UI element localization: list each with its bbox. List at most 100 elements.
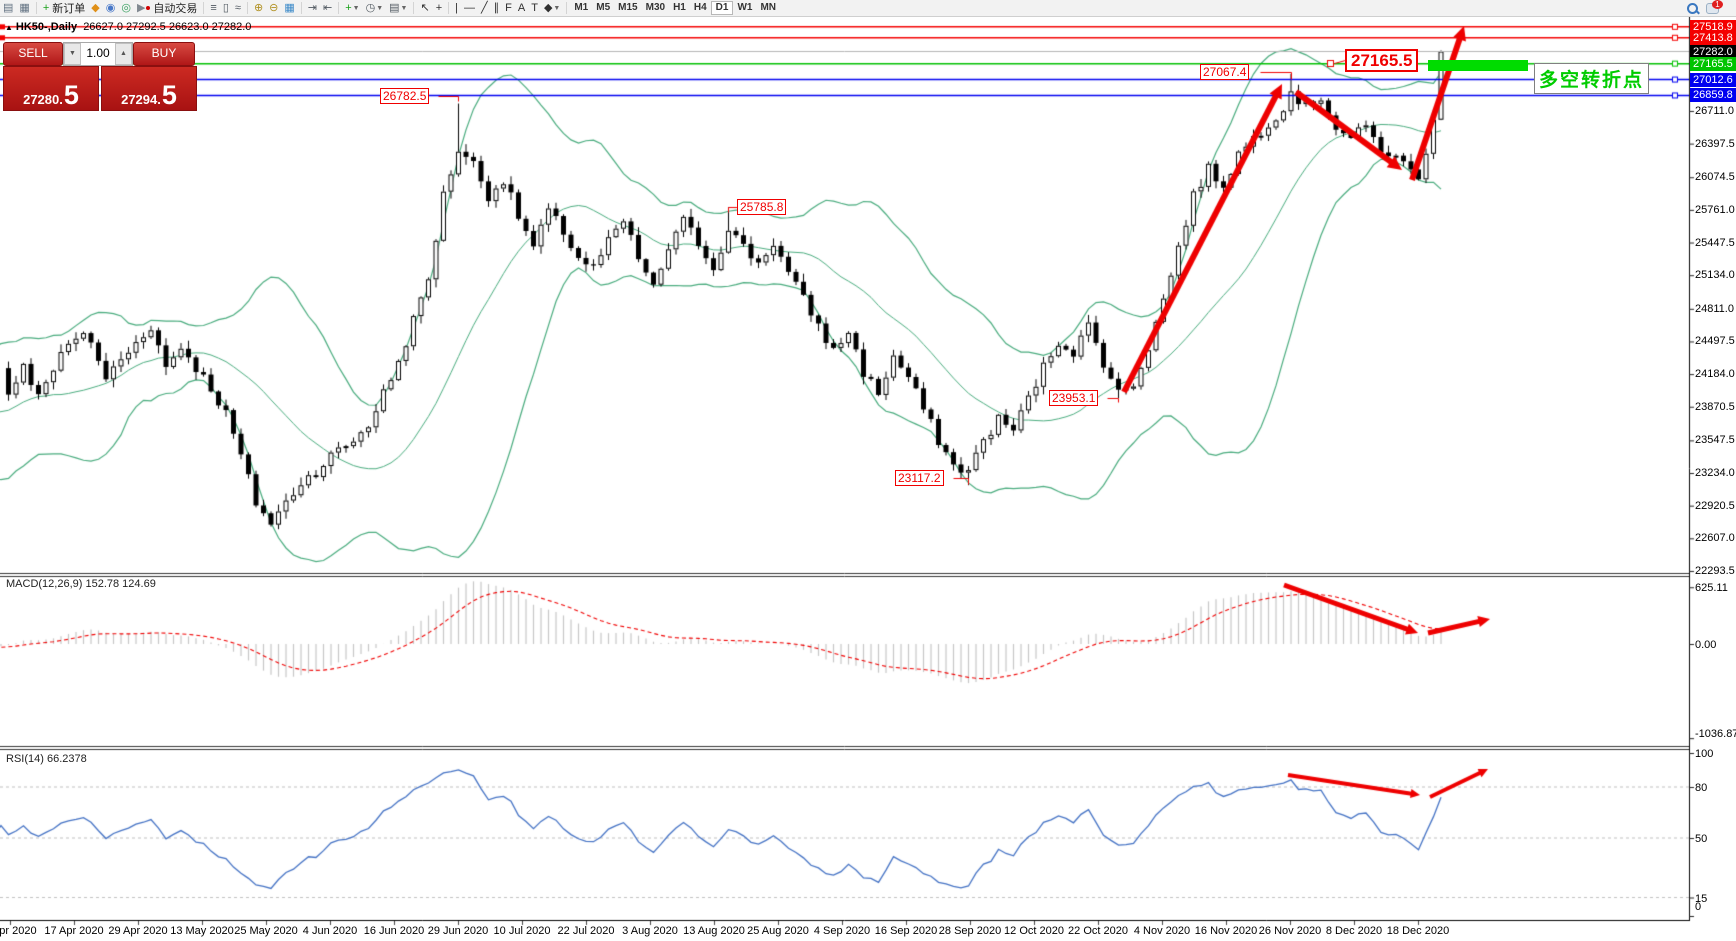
price-annotation-label[interactable]: 27165.5 bbox=[1345, 49, 1419, 72]
crosshair-icon[interactable]: + bbox=[433, 1, 445, 16]
price-annotation-label[interactable]: 23953.1 bbox=[1049, 390, 1099, 406]
sell-price-main: 27280 bbox=[23, 92, 60, 107]
auto-scroll-icon[interactable]: ⇥ bbox=[305, 1, 320, 16]
bar-chart-icon[interactable]: ≡ bbox=[207, 1, 219, 16]
price-annotation-label[interactable]: 26782.5 bbox=[380, 88, 430, 104]
cursor-icon: ↖ bbox=[420, 1, 430, 14]
shapes-icon[interactable]: ◆ ▼ bbox=[541, 1, 563, 16]
price-tick-label: 23234.0 bbox=[1695, 467, 1735, 480]
candlestick-chart-icon[interactable]: ▯ bbox=[220, 1, 232, 16]
price-annotation-label[interactable]: 27067.4 bbox=[1200, 64, 1250, 80]
date-tick-label: 25 Aug 2020 bbox=[747, 925, 809, 937]
trendline-icon[interactable]: ╱ bbox=[478, 1, 491, 16]
date-tick-label: 8 Dec 2020 bbox=[1325, 925, 1383, 937]
autotrading-button[interactable]: ▶ 自动交易 bbox=[134, 1, 200, 16]
zoom-in-icon[interactable]: ⊕ bbox=[251, 1, 266, 16]
line-chart-icon: ≈ bbox=[234, 1, 241, 14]
price-tick-label: 22293.5 bbox=[1695, 564, 1735, 577]
periods-menu-button: ◷ bbox=[365, 1, 376, 14]
price-badge: 27518.9 bbox=[1690, 19, 1736, 34]
text-icon: A bbox=[517, 1, 526, 14]
chart-profiles-icon[interactable]: ▦ bbox=[16, 1, 32, 16]
date-tick-label: 17 Apr 2020 bbox=[44, 925, 104, 937]
price-tick-label: 24497.5 bbox=[1695, 335, 1735, 348]
horizontal-line-icon: — bbox=[464, 1, 475, 14]
accounts-icon[interactable]: ◉ bbox=[103, 1, 119, 16]
line-chart-icon[interactable]: ≈ bbox=[232, 1, 244, 16]
market-watch-icon[interactable]: ◆ bbox=[88, 1, 102, 16]
sell-price-button[interactable]: 27280. 5 bbox=[3, 66, 99, 111]
date-tick-label: 22 Jul 2020 bbox=[557, 925, 615, 937]
notifications-button[interactable]: 1 bbox=[1703, 0, 1723, 16]
price-badge: 27012.6 bbox=[1690, 72, 1736, 87]
templates-menu-button[interactable]: ▤ ▼ bbox=[386, 1, 410, 16]
symbol-name: HK50-,Daily bbox=[15, 21, 78, 33]
date-tick-label: 3 Apr 2020 bbox=[0, 925, 37, 937]
text-icon[interactable]: A bbox=[515, 1, 528, 16]
chat-icon: 1 bbox=[1706, 0, 1723, 14]
fibonacci-icon[interactable]: F bbox=[502, 1, 515, 16]
date-tick-label: 29 Jun 2020 bbox=[427, 925, 489, 937]
volume-up-button[interactable]: ▲ bbox=[115, 43, 132, 65]
label-icon[interactable]: T bbox=[528, 1, 541, 16]
toolbar-separator bbox=[448, 2, 450, 14]
date-tick-label: 18 Dec 2020 bbox=[1386, 925, 1450, 937]
timeframe-button-h1[interactable]: H1 bbox=[673, 2, 686, 13]
volume-down-button[interactable]: ▼ bbox=[64, 43, 81, 65]
rsi-axis-label: 15 bbox=[1695, 892, 1708, 905]
search-button[interactable] bbox=[1684, 1, 1703, 16]
buy-price-dot: . bbox=[157, 92, 161, 107]
buy-price-frac: 5 bbox=[161, 80, 177, 110]
rsi-indicator-label: RSI(14) 66.2378 bbox=[6, 753, 87, 765]
new-chart-icon[interactable]: ▤ bbox=[0, 1, 16, 16]
new-order-button[interactable]: + 新订单 bbox=[40, 1, 88, 16]
timeframe-button-m30[interactable]: M30 bbox=[645, 2, 666, 13]
date-tick-label: 4 Sep 2020 bbox=[813, 925, 871, 937]
fibonacci-icon: F bbox=[505, 1, 512, 14]
price-annotation-label[interactable]: 23117.2 bbox=[895, 470, 944, 486]
periods-menu-button[interactable]: ◷ ▼ bbox=[363, 1, 387, 16]
auto-scroll-icon: ⇥ bbox=[307, 1, 317, 14]
autotrading-button: ▶ bbox=[136, 1, 146, 14]
vertical-line-icon[interactable]: | bbox=[452, 1, 461, 16]
sell-button[interactable]: SELL bbox=[3, 42, 63, 66]
zoom-out-icon: ⊖ bbox=[269, 1, 279, 14]
date-tick-label: 29 Apr 2020 bbox=[108, 925, 168, 937]
timeframe-button-mn[interactable]: MN bbox=[760, 2, 777, 13]
shapes-icon: ◆ bbox=[543, 1, 553, 14]
price-badge: 27413.8 bbox=[1690, 30, 1736, 45]
price-tick-label: 26074.5 bbox=[1695, 171, 1735, 184]
new-order-button-label: 新订单 bbox=[52, 3, 86, 15]
buy-button[interactable]: BUY bbox=[133, 42, 195, 66]
rsi-axis-label: 80 bbox=[1695, 782, 1708, 794]
tile-windows-icon: ▦ bbox=[284, 1, 295, 14]
indicators-menu-button: + bbox=[345, 1, 352, 14]
timeframe-button-m5[interactable]: M5 bbox=[596, 2, 611, 13]
channel-icon[interactable]: ∥ bbox=[491, 1, 503, 16]
timeframe-button-m1[interactable]: M1 bbox=[574, 2, 589, 13]
horizontal-line-icon[interactable]: — bbox=[461, 1, 478, 16]
timeframe-button-w1[interactable]: W1 bbox=[737, 2, 753, 13]
chart-shift-icon[interactable]: ⇤ bbox=[320, 1, 335, 16]
tile-windows-icon[interactable]: ▦ bbox=[281, 1, 297, 16]
zoom-out-icon[interactable]: ⊖ bbox=[266, 1, 281, 16]
price-badge: 27282.0 bbox=[1690, 44, 1736, 59]
collapse-arrow-icon[interactable]: ▲ bbox=[5, 23, 13, 32]
autotrading-stopped-dot bbox=[146, 6, 151, 10]
signals-icon[interactable]: ◎ bbox=[118, 1, 134, 16]
date-tick-label: 4 Nov 2020 bbox=[1133, 925, 1191, 937]
timeframe-button-d1[interactable]: D1 bbox=[710, 1, 734, 15]
green-highlight-bar[interactable] bbox=[1428, 60, 1528, 71]
turning-point-annotation[interactable]: 多空转折点 bbox=[1534, 63, 1650, 94]
timeframe-button-m15[interactable]: M15 bbox=[618, 2, 638, 13]
timeframe-button-h4[interactable]: H4 bbox=[693, 2, 707, 13]
volume-value[interactable]: 1.00 bbox=[86, 46, 110, 60]
buy-price-button[interactable]: 27294. 5 bbox=[101, 66, 197, 111]
price-annotation-label[interactable]: 25785.8 bbox=[737, 199, 787, 215]
toolbar-separator bbox=[566, 2, 568, 14]
indicators-menu-button[interactable]: + ▼ bbox=[342, 1, 362, 16]
cursor-icon[interactable]: ↖ bbox=[417, 1, 432, 16]
